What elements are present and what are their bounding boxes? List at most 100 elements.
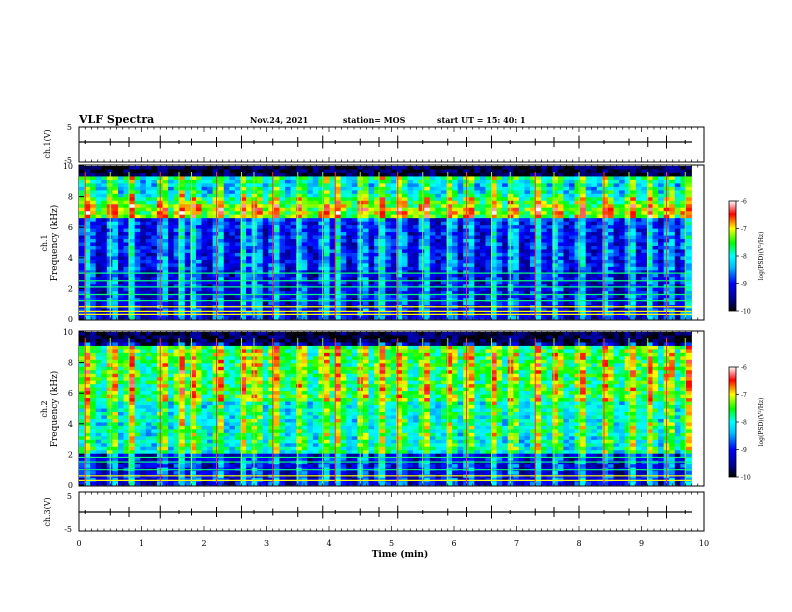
spectrogram-cell (491, 256, 498, 261)
spectrogram-cell (440, 214, 447, 219)
spectrogram-cell (619, 232, 626, 236)
spectrogram-cell (435, 197, 442, 202)
spectrogram-cell (635, 190, 642, 195)
spectrogram-cell (658, 270, 665, 275)
spectrogram-cell (95, 200, 102, 205)
spectrogram-cell (574, 273, 581, 278)
spectrogram-cell (613, 277, 620, 282)
spectrogram-cell (413, 273, 420, 278)
spectrogram-cell (240, 235, 247, 240)
spectrogram-cell (84, 332, 91, 336)
spectrogram-cell (591, 242, 598, 247)
spectrogram-cell (123, 242, 130, 247)
spectrogram-cell (301, 193, 308, 198)
spectrogram-cell (635, 245, 642, 250)
spectrogram-cell (646, 166, 653, 170)
spectrogram-cell (535, 273, 542, 278)
spectrogram-cell (112, 172, 119, 177)
spectrogram-cell (569, 207, 575, 212)
spectrogram-cell (279, 179, 286, 184)
spectrogram-cell (569, 190, 575, 195)
spectrogram-cell (79, 411, 85, 416)
spectrogram-cell (518, 242, 525, 247)
spectrogram-cell (268, 200, 275, 205)
spectrogram-cell (273, 263, 280, 268)
spectrogram-cell (251, 214, 258, 219)
spectrogram-cell (162, 301, 169, 306)
spectrogram-cell (524, 263, 531, 268)
spectrogram-cell (513, 284, 520, 289)
spectrogram-cell (179, 183, 186, 188)
spectrogram-cell (485, 190, 492, 195)
spectrogram-cell (630, 235, 637, 240)
spectrogram-cell (212, 207, 219, 212)
spectrogram-cell (396, 308, 403, 313)
spectrogram-cell (502, 200, 509, 205)
spectrogram-cell (123, 186, 130, 191)
spectrogram-cell (134, 242, 141, 247)
spectrogram-cell (658, 190, 665, 195)
spectrogram-cell (541, 197, 548, 202)
spectrogram-cell (290, 284, 297, 289)
spectrogram-cell (374, 284, 381, 289)
spectrogram-cell (613, 249, 620, 254)
spectrogram-cell (491, 176, 498, 181)
spectrogram-cell (435, 218, 442, 223)
spectrogram-cell (240, 172, 247, 177)
spectrogram-cell (112, 218, 119, 223)
spectrogram-cell (368, 270, 375, 275)
spectrogram-cell (262, 301, 269, 306)
spectrogram-cell (229, 280, 236, 285)
spectrogram-cell (669, 252, 676, 257)
spectrogram-cell (84, 204, 91, 209)
spectrogram-cell (218, 214, 225, 219)
spectrogram-cell (674, 176, 681, 181)
spectrogram-cell (162, 239, 169, 243)
spectrogram-cell (596, 315, 603, 320)
spectrogram-cell (179, 207, 186, 212)
spectrogram-cell (607, 280, 614, 285)
spectrogram-cell (368, 200, 375, 205)
spectrogram-cell (424, 221, 431, 226)
spectrogram-cell (457, 197, 464, 202)
spectrogram-cell (524, 172, 531, 177)
spectrogram-cell (223, 169, 230, 174)
spectrogram-cell (279, 270, 286, 275)
spectrogram-cell (685, 179, 692, 184)
spectrogram-cell (184, 197, 191, 202)
spectrogram-cell (674, 245, 681, 250)
spectrogram-cell (557, 218, 564, 223)
spectrogram-cell (79, 301, 85, 306)
spectrogram-cell (234, 291, 241, 296)
spectrogram-cell (658, 315, 665, 320)
spectrogram-cell (613, 172, 620, 177)
spectrogram-cell (580, 259, 587, 264)
spectrogram-cell (134, 277, 141, 282)
spectrogram-cell (134, 211, 141, 216)
spectrogram-cell (541, 256, 548, 261)
spectrogram-cell (635, 252, 642, 257)
spectrogram-cell (446, 207, 453, 212)
spectrogram-cell (446, 252, 453, 257)
spectrogram-cell (151, 214, 158, 219)
spectrogram-cell (474, 256, 481, 261)
spectrogram-cell (223, 183, 230, 188)
spectrogram-cell (518, 193, 525, 198)
spectrogram-cell (301, 172, 308, 177)
spectrogram-cell (240, 287, 247, 292)
spectrogram-cell (279, 263, 286, 268)
spectrogram-cell (168, 245, 175, 250)
spectrogram-cell (79, 280, 85, 285)
spectrogram-cell (474, 239, 481, 243)
spectrogram-cell (474, 193, 481, 198)
spectrogram-cell (585, 252, 592, 257)
spectrogram-cell (251, 284, 258, 289)
spectrogram-cell (385, 207, 392, 212)
spectrogram-cell (117, 287, 124, 292)
spectrogram-cell (134, 249, 141, 254)
spectrogram-cell (468, 176, 475, 181)
spectrogram-cell (140, 211, 147, 216)
spectrogram-cell (273, 193, 280, 198)
spectrogram-cell (502, 245, 509, 250)
spectrogram-cell (502, 315, 509, 320)
